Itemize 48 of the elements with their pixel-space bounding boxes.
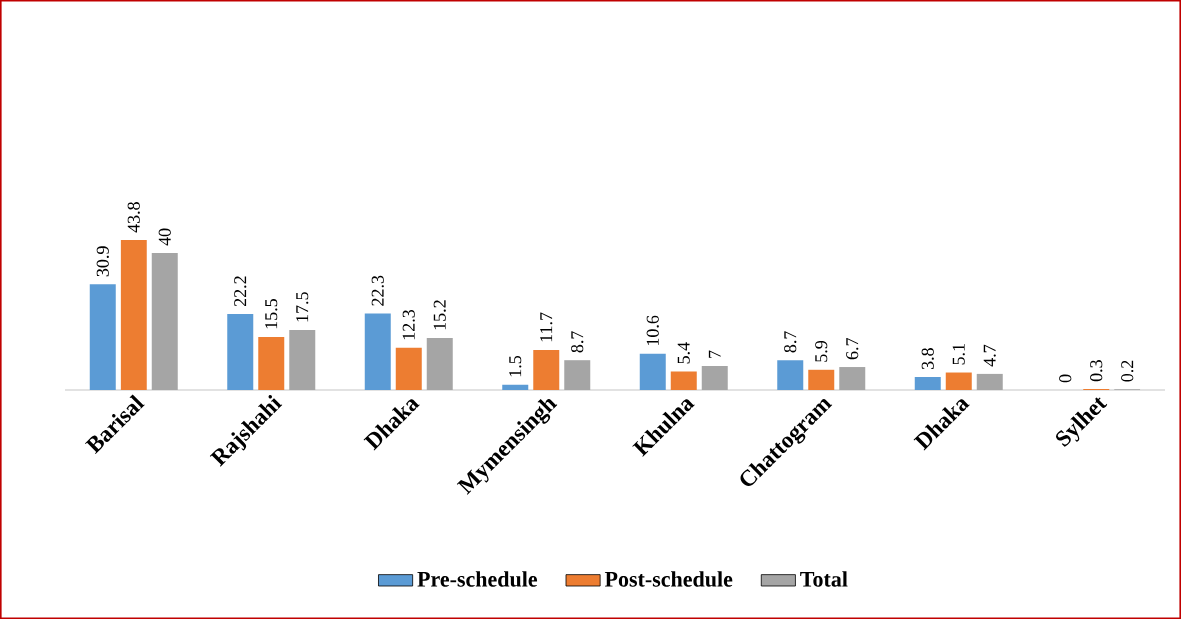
data-label: 10.6 [646,315,659,346]
data-label: 5.9 [815,340,828,362]
bar [89,284,116,390]
bar [120,239,147,390]
data-label: 0.3 [1090,360,1103,382]
bar [151,253,178,390]
data-label: 0.2 [1121,360,1134,382]
data-label: 15.2 [433,300,446,330]
data-label: 5.1 [952,344,965,365]
data-label: 12.3 [402,309,415,340]
data-label: 1.5 [509,355,522,377]
bar [701,366,728,390]
legend-label: Total [800,571,848,587]
data-label: 5.4 [677,342,690,364]
data-label: 0 [1059,374,1072,383]
data-label: 15.5 [265,299,278,329]
bar [914,376,941,390]
bar [395,347,422,390]
bar [839,367,866,390]
data-label: 40 [158,228,171,246]
data-label: 8.7 [571,331,584,353]
data-label: 8.7 [784,331,797,353]
bar [227,313,254,390]
data-label: 7 [708,350,721,358]
data-label: 43.8 [127,202,140,233]
bar [502,384,529,390]
data-label: 17.5 [296,292,309,322]
bar [289,330,316,390]
bar [777,360,804,390]
data-label: 22.2 [234,276,247,307]
legend-label: Pre-schedule [417,571,538,587]
bar [533,349,560,390]
data-label: 4.7 [983,344,996,367]
data-label: 6.7 [846,338,859,360]
data-label: 3.8 [921,348,934,370]
legend-label: Post-schedule [604,571,733,587]
bar [670,371,697,390]
bar [808,369,835,390]
bar [258,336,285,390]
data-label: 22.3 [371,275,384,306]
bar [426,337,453,390]
data-label: 30.9 [96,246,109,277]
bar [945,372,972,390]
bar [976,373,1003,390]
bar [564,360,591,390]
bar [639,353,666,390]
data-label: 11.7 [540,312,553,342]
bar [364,313,391,390]
